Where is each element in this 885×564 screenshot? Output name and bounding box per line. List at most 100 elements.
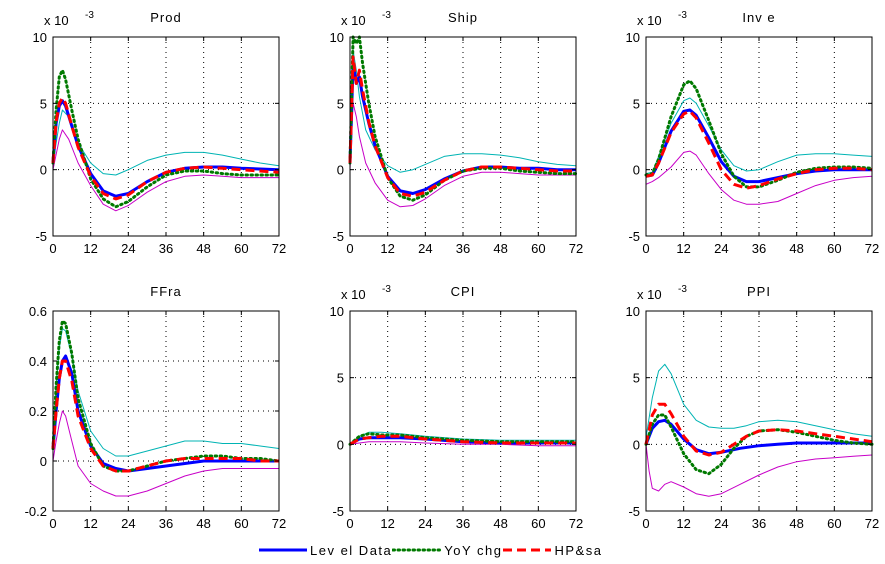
y-tick-label: 0.6 [29,304,47,319]
series-lower-line [52,129,279,212]
y-tick-label: 10 [33,30,47,45]
x-tick-label: 36 [159,516,173,531]
axis-exponent-power: -3 [382,284,391,295]
x-tick-label: 60 [827,241,841,256]
x-tick-label: 60 [827,516,841,531]
x-tick-label: 60 [531,516,545,531]
legend-label-level: Lev el Data [310,542,393,558]
x-tick-label: 36 [456,241,470,256]
y-tick-label: -5 [332,504,344,519]
x-tick-label: 0 [346,241,353,256]
y-tick-label: 5 [633,96,640,111]
x-tick-label: 72 [569,241,583,256]
legend-swatch-hp [503,548,552,552]
x-tick-label: 12 [380,241,394,256]
x-tick-label: 48 [196,516,210,531]
x-tick-label: 48 [789,516,803,531]
y-tick-label: 0 [40,163,47,178]
series-hp-line [349,434,576,446]
series-lower-line [349,102,576,208]
x-tick-label: 60 [234,516,248,531]
x-tick-label: 12 [676,516,690,531]
panel-title: PPI [747,284,771,299]
axis-exponent-power: -3 [382,10,391,21]
x-tick-label: 60 [234,241,248,256]
x-tick-label: 24 [121,516,135,531]
x-tick-label: 36 [159,241,173,256]
series-lower-line [52,410,279,497]
y-tick-label: 10 [626,30,640,45]
x-tick-label: 72 [865,241,879,256]
y-tick-label: -5 [35,229,47,244]
series-upper-line [349,49,577,173]
legend-swatch-yoy [392,548,443,552]
y-tick-label: 0 [40,454,47,469]
series-upper-line [645,363,873,438]
legend-label-yoy: YoY chg [444,542,503,558]
y-tick-label: 0.2 [29,404,47,419]
x-tick-label: 48 [493,241,507,256]
series-yoy-line [348,35,578,202]
legend: Lev el Data YoY chg HP&sa [258,540,602,560]
legend-label-hp: HP&sa [554,542,603,558]
x-tick-label: 72 [569,516,583,531]
x-tick-label: 0 [49,241,56,256]
series-hp-line [645,109,873,190]
series-level-line [51,354,279,473]
y-tick-label: 0.4 [29,354,47,369]
x-tick-label: 48 [789,241,803,256]
x-tick-label: 0 [49,516,56,531]
series-hp-line [51,359,279,473]
panel-title: Prod [150,10,181,25]
y-tick-label: 0 [337,163,344,178]
series-yoy-line [644,413,874,476]
series-lower-line [645,150,873,205]
axis-exponent-power: -3 [678,10,687,21]
y-tick-label: 10 [330,30,344,45]
series-lower-line [349,441,576,447]
legend-item-hp: HP&sa [502,543,602,558]
x-tick-label: 12 [83,241,97,256]
axis-exponent-label: x 10 [341,13,366,28]
x-tick-label: 0 [642,241,649,256]
y-tick-label: 5 [337,96,344,111]
x-tick-label: 72 [865,516,879,531]
x-tick-label: 36 [752,516,766,531]
axis-exponent-power: -3 [678,284,687,295]
x-tick-label: 48 [196,241,210,256]
series-yoy-line [51,68,281,209]
panel-title: Inv e [742,10,775,25]
series-hp-line [51,96,280,201]
x-tick-label: 72 [272,241,286,256]
legend-swatch-level [259,548,307,552]
x-tick-label: 24 [714,516,728,531]
axis-exponent-power: -3 [85,10,94,21]
series-upper-line [52,109,280,176]
panel-title: FFra [150,284,181,299]
x-tick-label: 48 [493,516,507,531]
y-tick-label: 5 [40,96,47,111]
legend-item-level: Lev el Data [258,543,392,558]
x-tick-label: 12 [676,241,690,256]
y-tick-label: 0 [633,163,640,178]
y-tick-label: 0 [337,437,344,452]
plot-frame [52,36,280,237]
x-tick-label: 12 [380,516,394,531]
series-hp-line [348,55,576,198]
y-tick-label: -0.2 [25,504,47,519]
y-tick-label: -5 [628,504,640,519]
axis-exponent-label: x 10 [44,13,69,28]
series-hp-line [644,402,873,457]
series-upper-line [645,97,873,175]
y-tick-label: 10 [330,304,344,319]
y-tick-label: 0 [633,437,640,452]
x-tick-label: 24 [121,241,135,256]
y-tick-label: 5 [633,371,640,386]
series-level-line [645,108,872,184]
